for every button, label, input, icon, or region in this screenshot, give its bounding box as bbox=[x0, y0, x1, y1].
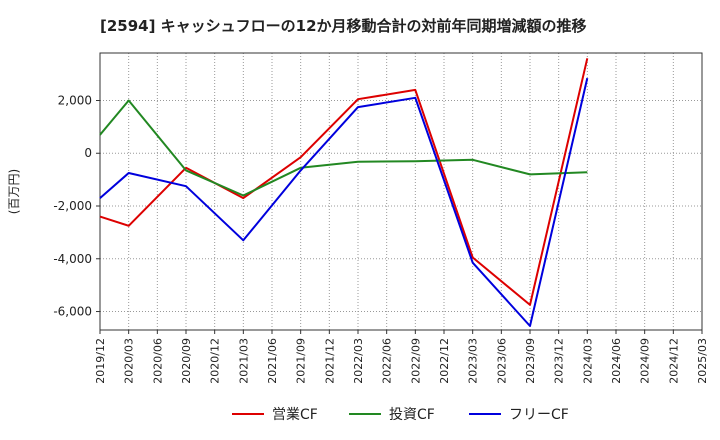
x-tick-label: 2021/06 bbox=[266, 338, 279, 384]
x-tick-label: 2020/12 bbox=[209, 338, 222, 384]
x-tick-label: 2021/03 bbox=[237, 338, 250, 384]
y-tick-label: -6,000 bbox=[53, 305, 92, 319]
x-tick-label: 2023/12 bbox=[553, 338, 566, 384]
y-tick-label: 2,000 bbox=[58, 93, 92, 107]
x-tick-label: 2022/12 bbox=[438, 338, 451, 384]
x-tick-label: 2020/09 bbox=[180, 338, 193, 384]
legend: 営業CF 投資CF フリーCF bbox=[232, 407, 569, 423]
x-tick-label: 2020/06 bbox=[151, 338, 164, 384]
grid-layer bbox=[100, 53, 702, 330]
x-tick-label: 2021/09 bbox=[295, 338, 308, 384]
y-axis-ticks: 2,000 0 -2,000 -4,000 -6,000 bbox=[53, 93, 100, 319]
plot-frame bbox=[99, 52, 703, 331]
y-axis-label: (百万円) bbox=[7, 169, 21, 214]
series-line-1 bbox=[99, 58, 589, 306]
series-line-3 bbox=[99, 77, 589, 327]
x-tick-label: 2024/06 bbox=[610, 338, 623, 384]
x-tick-label: 2022/09 bbox=[409, 338, 422, 384]
x-tick-label: 2023/03 bbox=[467, 338, 480, 384]
x-tick-label: 2022/06 bbox=[381, 338, 394, 384]
x-tick-label: 2024/12 bbox=[667, 338, 680, 384]
x-tick-label: 2021/12 bbox=[323, 338, 336, 384]
legend-label-2: 投資CF bbox=[389, 407, 435, 423]
y-tick-label: -4,000 bbox=[53, 252, 92, 266]
legend-label-3: フリーCF bbox=[509, 407, 569, 423]
chart-title: [2594] キャッシュフローの12か月移動合計の対前年同期増減額の推移 bbox=[100, 17, 587, 35]
x-tick-label: 2019/12 bbox=[94, 338, 107, 384]
x-tick-label: 2024/09 bbox=[639, 338, 652, 384]
x-tick-label: 2023/09 bbox=[524, 338, 537, 384]
x-tick-label: 2024/03 bbox=[581, 338, 594, 384]
legend-label-1: 営業CF bbox=[272, 407, 318, 423]
x-tick-label: 2025/03 bbox=[696, 338, 709, 384]
x-tick-label: 2022/03 bbox=[352, 338, 365, 384]
series-line-2 bbox=[99, 99, 588, 197]
y-tick-label: 0 bbox=[84, 146, 92, 160]
x-tick-label: 2020/03 bbox=[123, 338, 136, 384]
x-axis-ticks: 2019/12 2020/03 2020/06 2020/09 2020/12 2021/… bbox=[94, 330, 709, 384]
y-tick-label: -2,000 bbox=[53, 199, 92, 213]
series-layer bbox=[99, 58, 589, 327]
x-tick-label: 2023/06 bbox=[495, 338, 508, 384]
